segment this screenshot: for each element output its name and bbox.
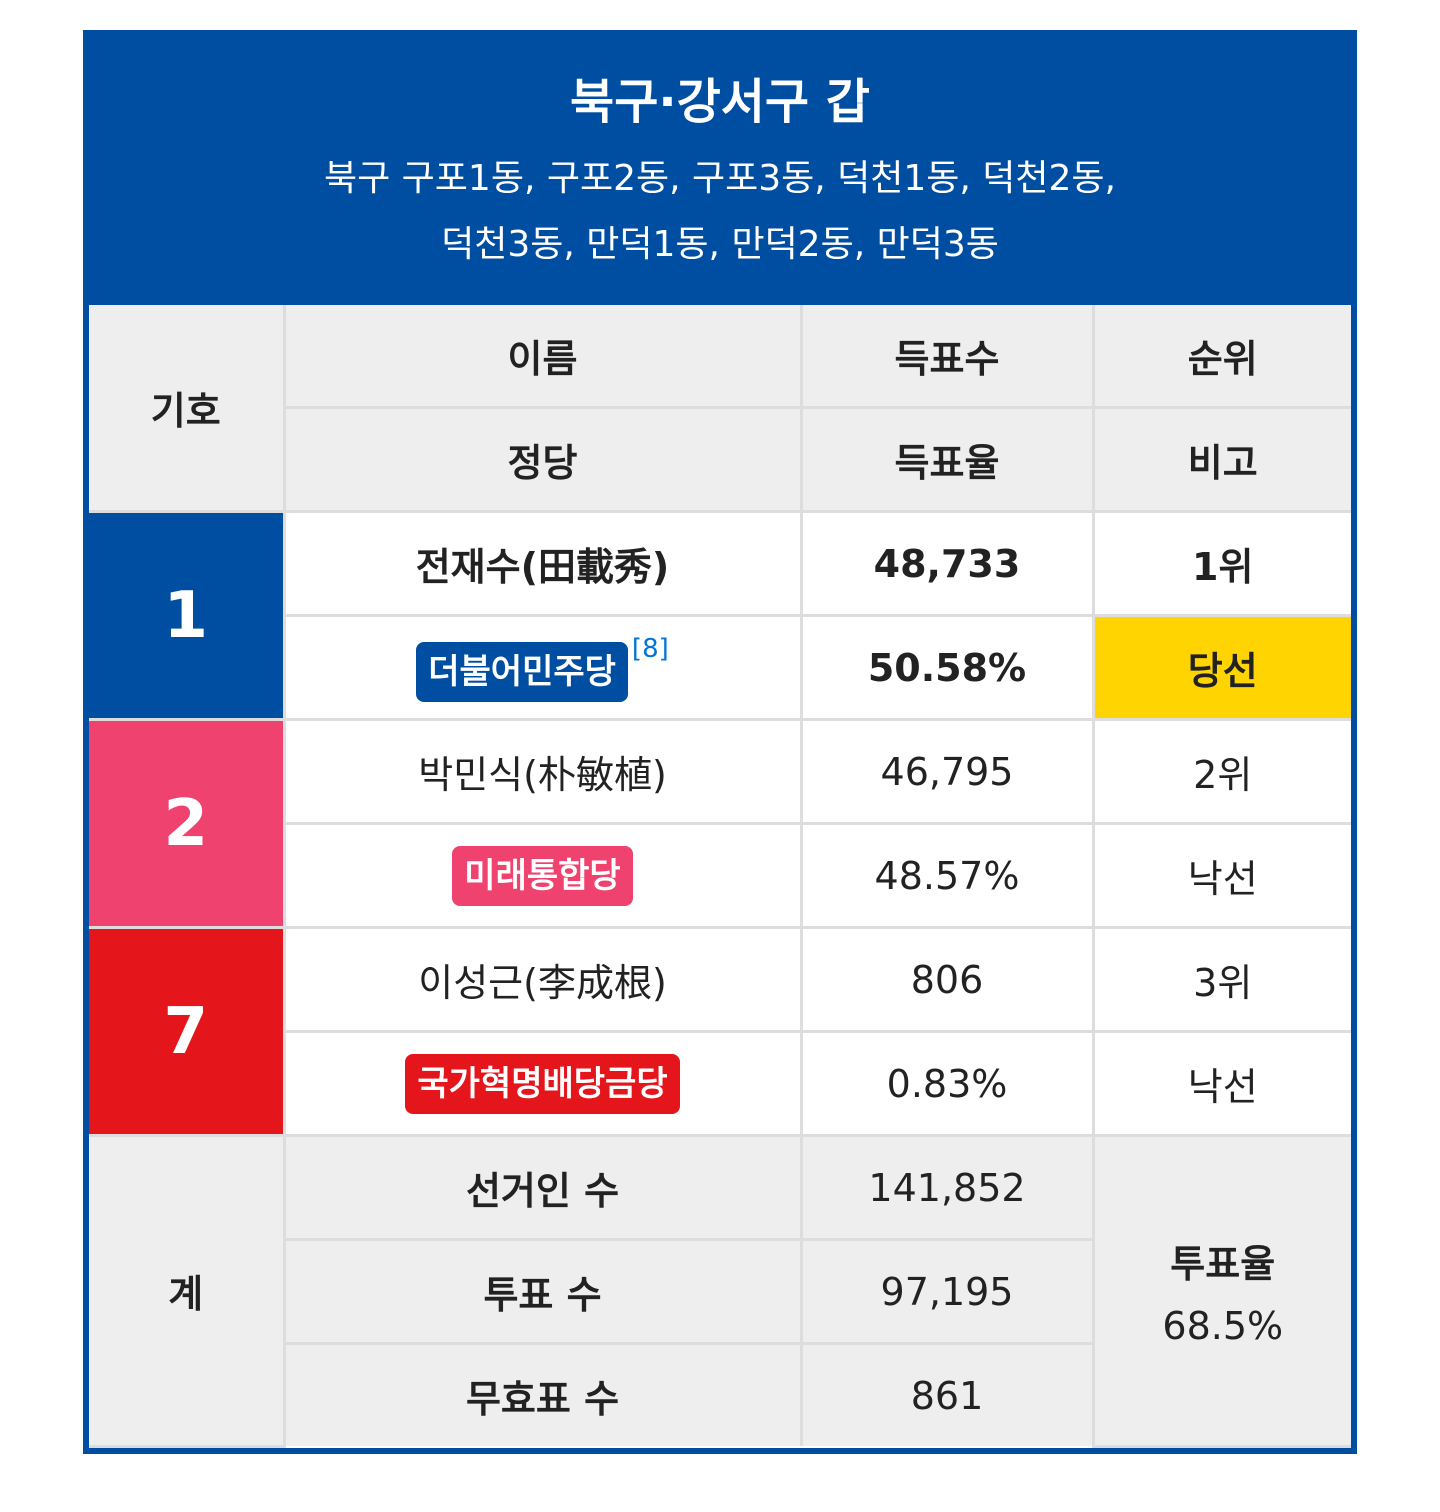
vote-rate: 50.58% xyxy=(799,614,1095,721)
result: 낙선 xyxy=(1091,1030,1351,1137)
candidate-number: 2 xyxy=(89,718,286,929)
totals-row-label: 선거인 수 xyxy=(282,1134,803,1241)
footnote[interactable]: [8] xyxy=(631,633,669,664)
totals-row-label: 무효표 수 xyxy=(284,1342,803,1446)
vote-rate: 0.83% xyxy=(799,1030,1095,1137)
votes: 48,733 xyxy=(799,510,1095,617)
column-header: 득표율 xyxy=(799,406,1095,513)
header: 북구·강서구 갑 북구 구포1동, 구포2동, 구포3동, 덕천1동, 덕천2동… xyxy=(89,36,1351,305)
rank: 3위 xyxy=(1091,926,1351,1033)
column-header: 정당 xyxy=(284,406,803,513)
party-badge[interactable]: 더불어민주당 xyxy=(416,641,628,702)
title: 북구·강서구 갑 xyxy=(570,74,870,130)
party-cell: 더불어민주당[8] xyxy=(284,614,803,721)
column-header: 득표수 xyxy=(799,305,1095,409)
result: 낙선 xyxy=(1091,822,1351,929)
invalid-ballots: 861 xyxy=(799,1342,1093,1446)
candidate-number: 7 xyxy=(89,926,286,1137)
subtitle: 덕천3동, 만덕1동, 만덕2동, 만덕3동 xyxy=(441,224,999,265)
votes: 806 xyxy=(799,926,1095,1033)
electors: 141,852 xyxy=(799,1134,1095,1241)
subtitle: 북구 구포1동, 구포2동, 구포3동, 덕천1동, 덕천2동, xyxy=(324,158,1116,199)
result-box: 북구·강서구 갑 북구 구포1동, 구포2동, 구포3동, 덕천1동, 덕천2동… xyxy=(83,30,1357,1454)
party-badge[interactable]: 국가혁명배당금당 xyxy=(405,1053,680,1114)
column-header: 이름 xyxy=(282,305,803,409)
party-cell: 국가혁명배당금당 xyxy=(284,1030,803,1137)
column-header: 순위 xyxy=(1091,305,1351,409)
turnout: 68.5% xyxy=(1162,1304,1284,1349)
candidate-name: 전재수(田載秀) xyxy=(282,510,803,617)
turnout-label: 투표율 xyxy=(1170,1242,1276,1287)
ballots: 97,195 xyxy=(799,1238,1093,1345)
party-badge[interactable]: 미래통합당 xyxy=(452,845,633,906)
result-table: 기호 이름 득표수 순위 정당 득표율 비고 1 전재수(田載秀) 48,733… xyxy=(89,305,1351,1448)
rank: 2위 xyxy=(1091,718,1351,825)
totals-label: 계 xyxy=(89,1134,286,1448)
column-header: 기호 xyxy=(89,305,286,513)
vote-rate: 48.57% xyxy=(799,822,1095,929)
turnout-cell: 투표율 68.5% xyxy=(1091,1134,1351,1448)
candidate-name: 박민식(朴敏植) xyxy=(282,718,803,825)
result: 당선 xyxy=(1091,614,1351,721)
rank: 1위 xyxy=(1091,510,1351,617)
candidate-name: 이성근(李成根) xyxy=(282,926,803,1033)
column-header: 비고 xyxy=(1091,406,1351,513)
candidate-number: 1 xyxy=(89,510,286,721)
votes: 46,795 xyxy=(799,718,1095,825)
totals-row-label: 투표 수 xyxy=(284,1238,803,1345)
party-cell: 미래통합당 xyxy=(284,822,803,929)
